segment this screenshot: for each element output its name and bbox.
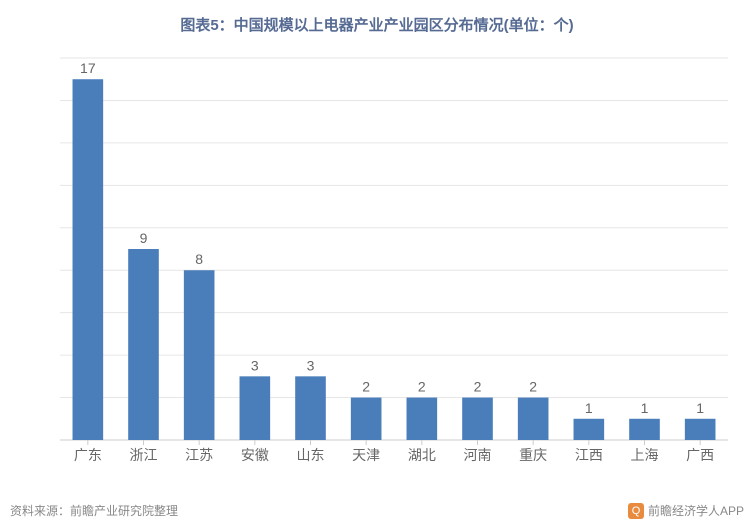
bar: [240, 376, 271, 440]
bar: [407, 398, 438, 440]
brand-label: 前瞻经济学人APP: [648, 502, 744, 519]
bar: [518, 398, 549, 440]
bar-value-label: 3: [307, 357, 315, 373]
chart-title: 图表5：中国规模以上电器产业产业园区分布情况(单位：个): [0, 0, 754, 35]
bar-value-label: 1: [641, 400, 649, 416]
brand-icon: Q: [628, 503, 644, 519]
category-label: 上海: [631, 447, 659, 463]
bar-value-label: 3: [251, 357, 259, 373]
bar-value-label: 2: [362, 379, 370, 395]
bar-value-label: 2: [529, 379, 537, 395]
bar: [685, 419, 716, 440]
category-label: 湖北: [408, 447, 436, 463]
brand-attribution: Q 前瞻经济学人APP: [628, 502, 744, 519]
category-label: 广东: [74, 447, 102, 463]
bar-value-label: 17: [80, 60, 96, 76]
bar-value-label: 9: [140, 230, 148, 246]
category-label: 重庆: [519, 447, 547, 463]
bar-chart: 02468101214161817广东9浙江8江苏3安徽3山东2天津2湖北2河南…: [48, 50, 738, 470]
bar-value-label: 2: [474, 379, 482, 395]
category-label: 浙江: [130, 447, 158, 463]
bar-chart-svg: 02468101214161817广东9浙江8江苏3安徽3山东2天津2湖北2河南…: [48, 50, 738, 470]
category-label: 江西: [575, 447, 603, 463]
bar-value-label: 8: [195, 251, 203, 267]
bar: [462, 398, 493, 440]
bar-value-label: 1: [696, 400, 704, 416]
bar: [629, 419, 660, 440]
category-label: 安徽: [241, 447, 269, 463]
category-label: 广西: [686, 447, 714, 463]
bar-value-label: 2: [418, 379, 426, 395]
category-label: 江苏: [185, 447, 213, 463]
category-label: 天津: [352, 447, 380, 463]
category-label: 河南: [464, 447, 492, 463]
bar: [295, 376, 326, 440]
bar: [184, 270, 215, 440]
source-attribution: 资料来源：前瞻产业研究院整理: [10, 502, 178, 519]
bar: [574, 419, 605, 440]
bar-value-label: 1: [585, 400, 593, 416]
category-label: 山东: [297, 447, 325, 463]
bar: [73, 79, 104, 440]
bar: [351, 398, 382, 440]
bar: [128, 249, 159, 440]
